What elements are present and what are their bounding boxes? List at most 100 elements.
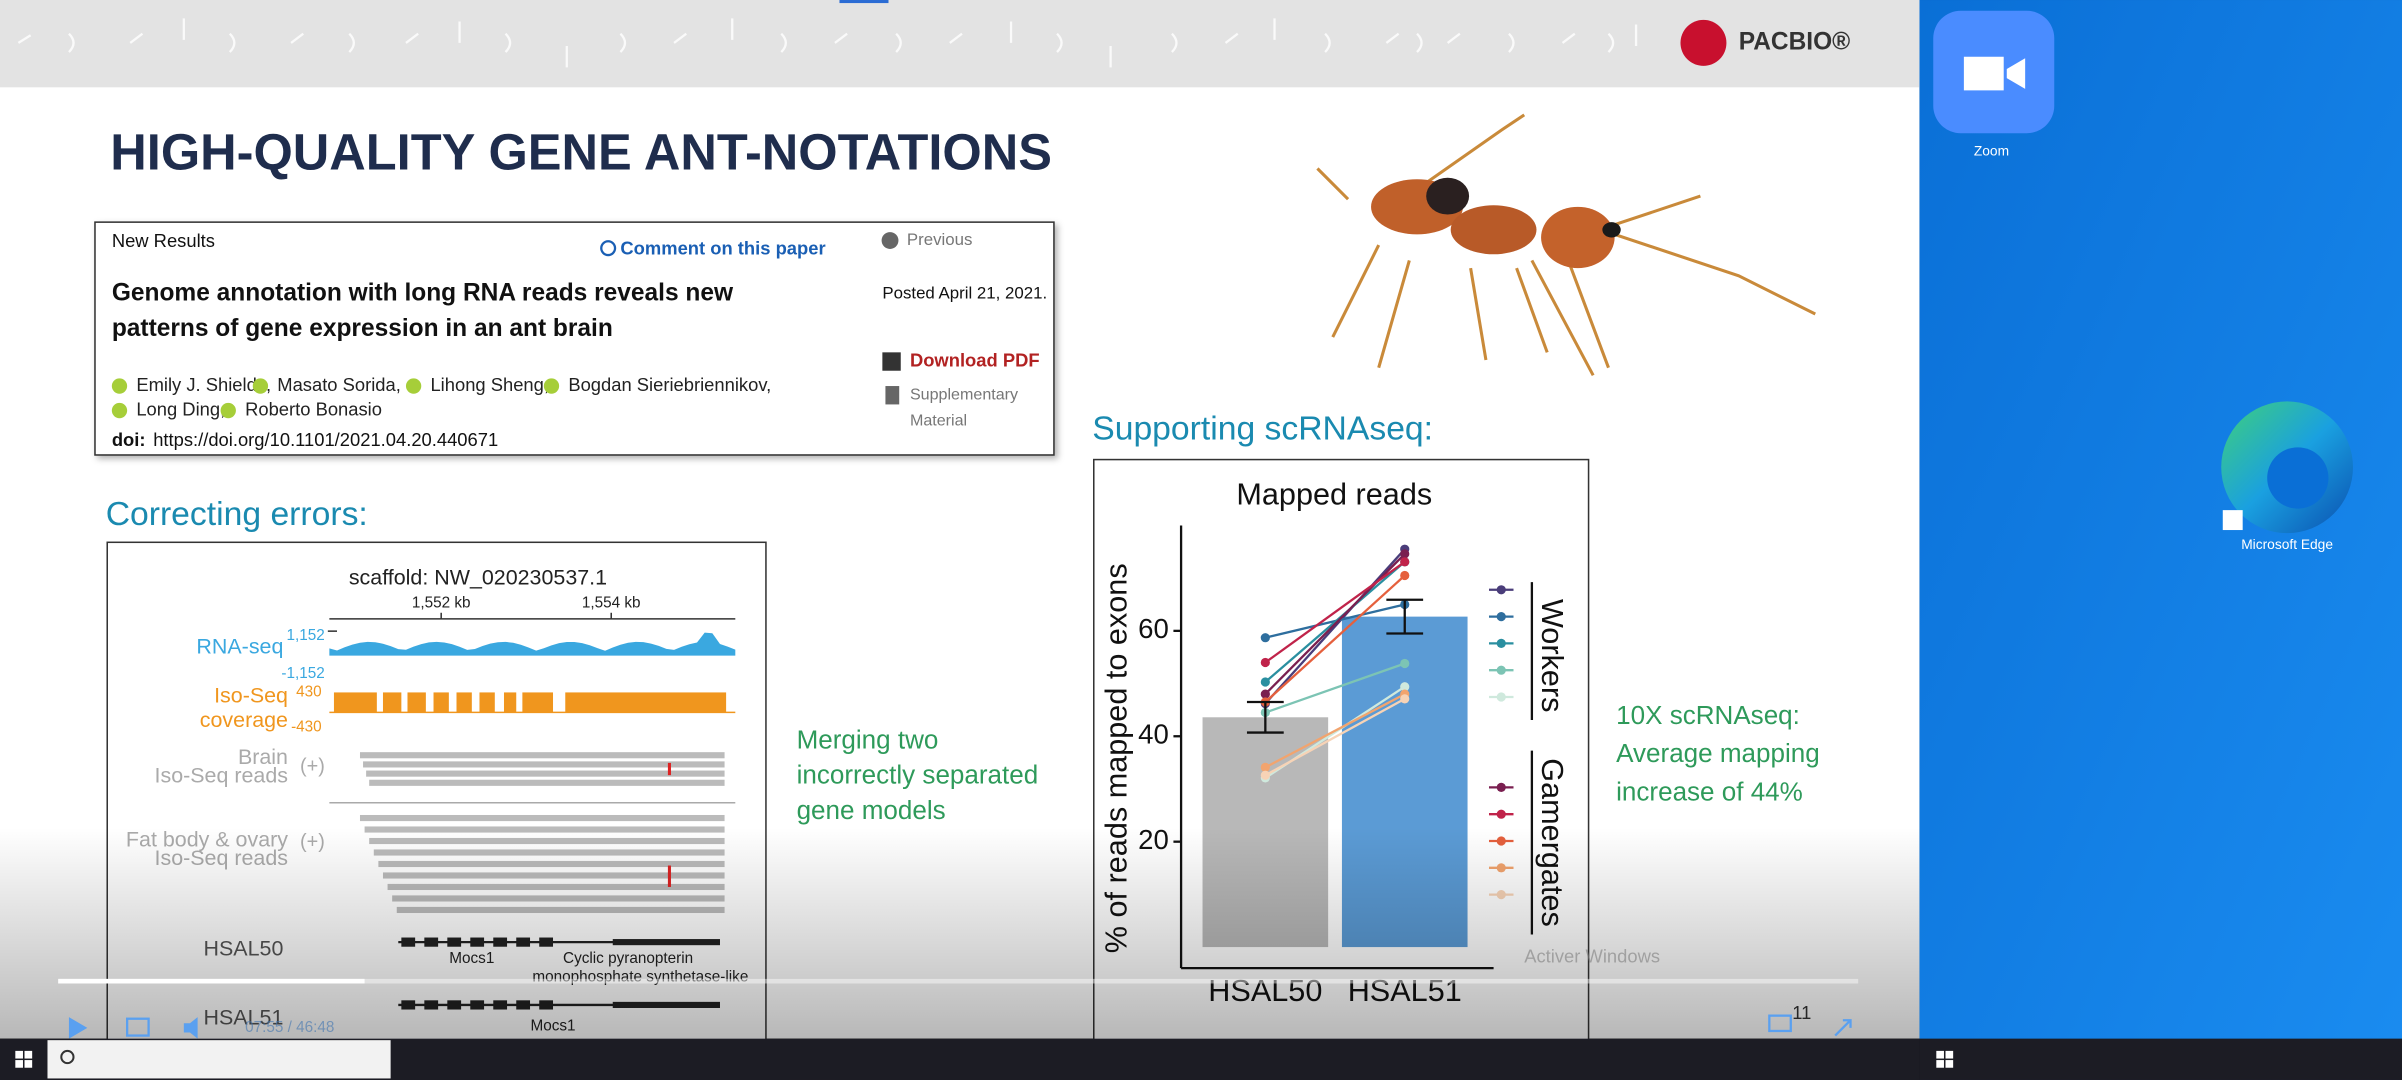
right-heading: Supporting scRNAseq: bbox=[1092, 409, 1433, 447]
desktop-icon-label: Zoom bbox=[1974, 143, 2009, 158]
iso-block bbox=[522, 692, 554, 713]
loop-button[interactable] bbox=[125, 1017, 150, 1037]
progress-track[interactable] bbox=[58, 978, 1859, 984]
individual-point bbox=[1400, 549, 1410, 559]
position-label: 1,554 kb bbox=[582, 595, 641, 612]
individual-point bbox=[1400, 694, 1410, 704]
doi-label: doi: bbox=[112, 429, 146, 450]
individual-line bbox=[1264, 548, 1406, 705]
logo-text: PACBIO® bbox=[1739, 28, 1851, 55]
fullscreen-button[interactable] bbox=[1834, 1019, 1852, 1037]
comment-icon bbox=[600, 240, 617, 257]
summary-note: increase of 44% bbox=[1616, 776, 1803, 806]
start-button[interactable] bbox=[15, 1050, 33, 1068]
y-tick-label: 60 bbox=[1138, 613, 1169, 644]
comment-link[interactable]: Comment on this paper bbox=[620, 238, 825, 259]
orcid-icon bbox=[543, 378, 560, 394]
download-icon bbox=[882, 352, 901, 371]
scaffold-label: scaffold: NW_020230537.1 bbox=[349, 566, 607, 590]
iso-block bbox=[333, 692, 377, 713]
pacbio-logo bbox=[1680, 19, 1727, 66]
orcid-icon bbox=[111, 378, 128, 394]
rna-label: RNA-seq bbox=[196, 635, 283, 659]
author-name: Lihong Sheng, bbox=[430, 374, 549, 395]
rna-track bbox=[329, 632, 736, 656]
volume-button[interactable] bbox=[183, 1017, 198, 1039]
posted-date: Posted April 21, 2021. bbox=[882, 284, 1047, 303]
merge-note: Merging two bbox=[797, 724, 939, 754]
doi-link: https://doi.org/10.1101/2021.04.20.44067… bbox=[153, 429, 498, 450]
individual-line bbox=[1264, 574, 1406, 703]
individual-point bbox=[1400, 658, 1410, 669]
iso-label: coverage bbox=[200, 708, 288, 732]
orcid-icon bbox=[252, 378, 269, 394]
read-row bbox=[363, 761, 725, 768]
edge-swirl bbox=[2267, 447, 2329, 509]
legend-dot bbox=[1496, 638, 1506, 648]
paper-label: New Results bbox=[112, 230, 215, 251]
individual-line bbox=[1264, 560, 1406, 683]
merge-note: incorrectly separated bbox=[797, 760, 1039, 790]
legend-dot bbox=[1496, 585, 1506, 595]
rna-scale: -1,152 bbox=[281, 665, 324, 682]
iso-scale: 430 bbox=[296, 683, 322, 700]
legend-dot bbox=[1496, 692, 1506, 702]
shortcut-arrow bbox=[2222, 510, 2243, 531]
author-name: Roberto Bonasio bbox=[245, 398, 382, 419]
error-bar bbox=[1246, 700, 1284, 734]
iso-block bbox=[479, 692, 495, 713]
summary-note: 10X scRNAseq: bbox=[1616, 700, 1800, 730]
read-row bbox=[359, 814, 725, 822]
chart-title: Mapped reads bbox=[1236, 477, 1432, 511]
individual-line bbox=[1264, 560, 1406, 664]
iso-block bbox=[433, 692, 449, 713]
legend-dot bbox=[1496, 809, 1506, 819]
author-name: Bogdan Sieriebriennikov, bbox=[568, 374, 771, 395]
supp-icon bbox=[885, 386, 900, 405]
read-row bbox=[359, 752, 725, 759]
banner-pattern bbox=[17, 18, 1638, 68]
individual-point bbox=[1260, 689, 1270, 699]
iso-scale: -430 bbox=[291, 719, 322, 736]
individual-point bbox=[1260, 657, 1270, 668]
individual-line bbox=[1264, 697, 1406, 777]
individual-point bbox=[1260, 762, 1270, 772]
individual-point bbox=[1400, 570, 1410, 581]
pip-button[interactable] bbox=[1768, 1014, 1792, 1033]
iso-block bbox=[503, 692, 517, 713]
orcid-icon bbox=[220, 402, 236, 419]
taskbar-secondary bbox=[1919, 1038, 2402, 1080]
rna-scale: 1,152 bbox=[286, 627, 324, 644]
iso-block bbox=[382, 692, 402, 713]
zoom-camera bbox=[1963, 56, 2026, 91]
iso-label: Iso-Seq bbox=[214, 684, 288, 708]
slide-title: HIGH-QUALITY GENE ANT-NOTATIONS bbox=[110, 124, 1052, 181]
progress-played bbox=[58, 978, 365, 984]
read-mismatch bbox=[667, 762, 671, 776]
search-box[interactable] bbox=[47, 1040, 391, 1079]
paper-title: patterns of gene expression in an ant br… bbox=[112, 315, 613, 342]
individual-line bbox=[1264, 693, 1406, 769]
right-start[interactable] bbox=[1936, 1050, 1954, 1068]
desktop-icon-label: Microsoft Edge bbox=[2241, 537, 2333, 552]
paper-card bbox=[94, 221, 1055, 456]
ant-photo bbox=[1316, 113, 1816, 377]
iso-block bbox=[565, 692, 727, 713]
error-bar bbox=[1386, 598, 1424, 635]
previous-icon bbox=[881, 232, 899, 249]
author-name: Long Ding, bbox=[136, 398, 225, 419]
strand-label: (+) bbox=[300, 756, 325, 778]
individual-point bbox=[1400, 557, 1410, 567]
supplementary-link: Material bbox=[910, 412, 967, 430]
read-row bbox=[369, 779, 725, 786]
player-shade bbox=[0, 827, 1920, 1039]
legend-dot bbox=[1496, 665, 1506, 675]
iso-block bbox=[456, 692, 472, 713]
iso-block bbox=[407, 692, 426, 713]
top-marker bbox=[839, 0, 889, 4]
play-button[interactable] bbox=[68, 1017, 88, 1039]
legend-dot bbox=[1496, 782, 1506, 792]
left-heading: Correcting errors: bbox=[106, 495, 368, 533]
brain-label: Brain bbox=[238, 745, 288, 769]
